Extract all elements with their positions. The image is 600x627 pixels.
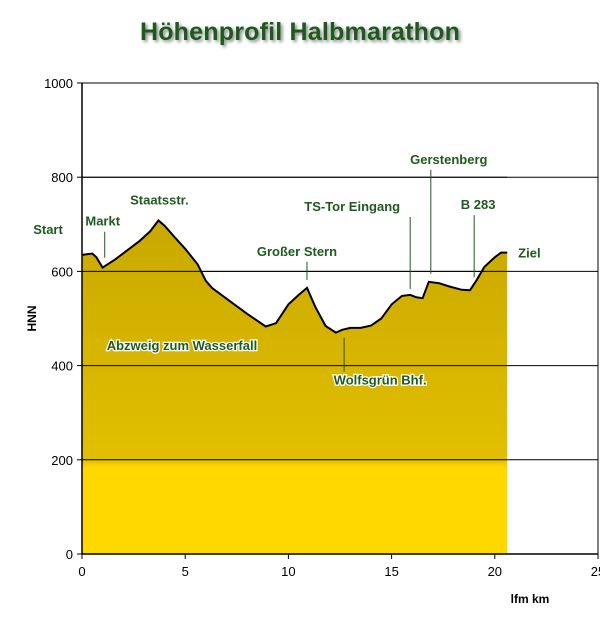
label-layer: Start Markt Staatsstr. Großer Stern Abzweig … (32, 151, 542, 389)
x-axis-label: lfm km (511, 592, 550, 606)
x-tick-label: 10 (281, 564, 295, 579)
y-tick-label: 800 (51, 170, 73, 185)
elevation-area (82, 220, 508, 554)
annotation-label: Staatsstr. (130, 193, 189, 208)
annotation-label: Wolfsgrün Bhf. (334, 373, 427, 388)
x-tick-label: 15 (384, 564, 398, 579)
x-tick-label: 5 (182, 564, 189, 579)
x-tick-label: 25 (591, 564, 600, 579)
y-axis-label: HNN (25, 306, 39, 332)
y-tick-label: 1000 (44, 76, 73, 91)
area-layer (81, 82, 508, 554)
annotation-label: Ziel (518, 246, 540, 261)
chart-title: Höhenprofil Halbmarathon (139, 18, 461, 46)
annotation-label: TS-Tor Eingang (304, 199, 400, 214)
annotation-label: Start (33, 222, 63, 237)
annotation-label: Gerstenberg (410, 152, 487, 167)
elevation-line (81, 219, 508, 334)
annotation-label: Großer Stern (257, 244, 337, 259)
y-tick-label: 600 (51, 264, 73, 279)
annotation-label: B 283 (461, 197, 496, 212)
axis-layer: 0 200 400 600 800 1000 0 5 10 15 20 25 HNN lfm km (25, 76, 600, 606)
x-tick-label: 20 (488, 564, 502, 579)
annotation-label: Markt (85, 214, 120, 229)
y-tick-label: 200 (51, 453, 73, 468)
x-tick-label: 0 (78, 564, 85, 579)
annotation-label: Abzweig zum Wasserfall (107, 338, 258, 353)
y-tick-label: 0 (66, 547, 73, 562)
y-tick-label: 400 (51, 359, 73, 374)
